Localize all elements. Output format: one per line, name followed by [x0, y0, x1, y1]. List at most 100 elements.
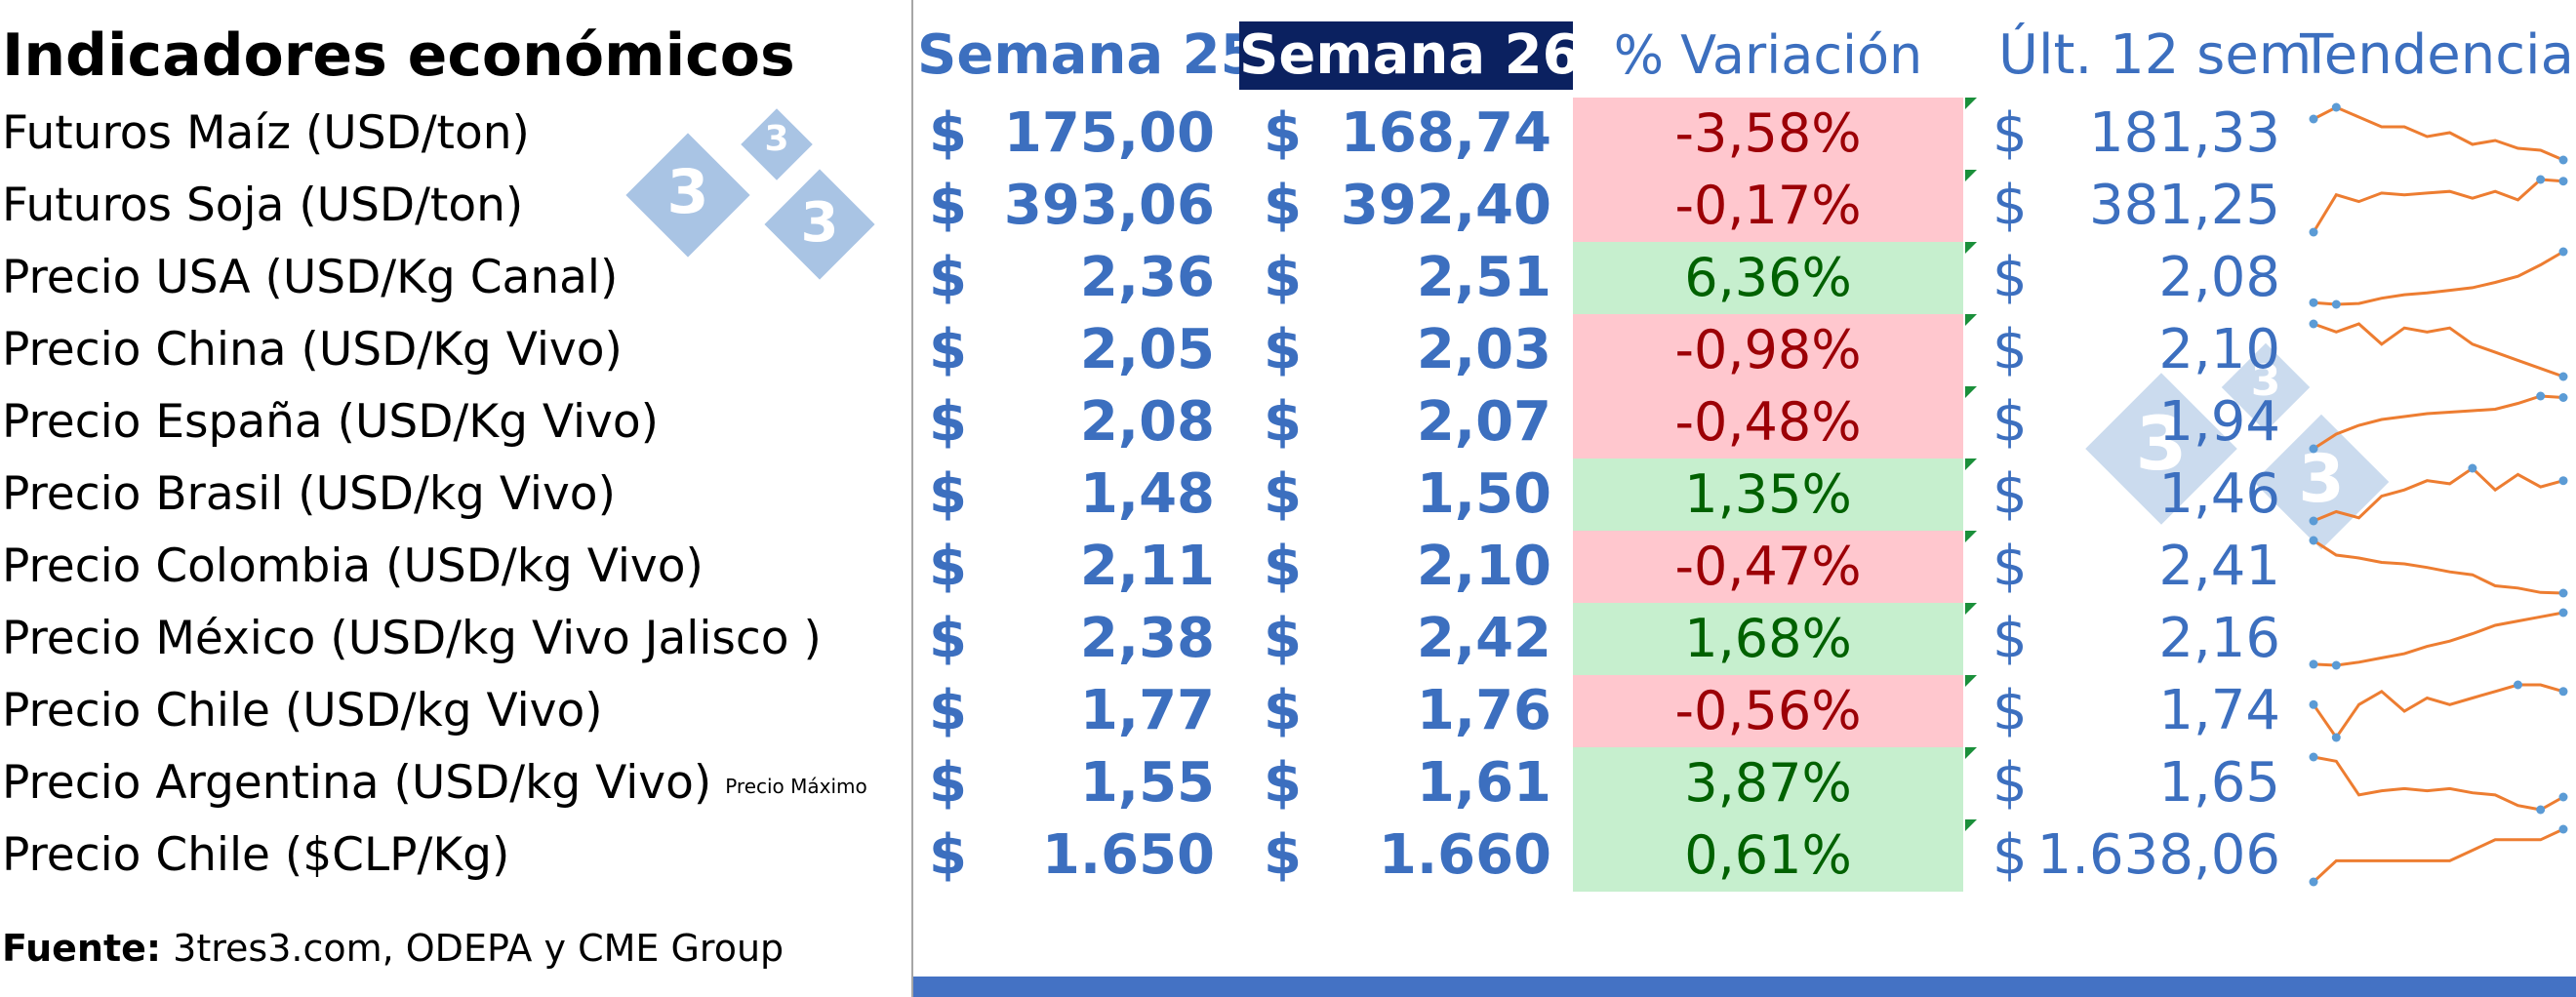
trend-marker: [2558, 792, 2568, 802]
trend-line: [2313, 466, 2564, 523]
indicator-label: Precio USA (USD/Kg Canal): [2, 242, 618, 314]
last-12-weeks-value: 1,46: [2158, 462, 2280, 526]
table-row: $1.650 $1.660 0,61% $1.638,06: [0, 819, 2576, 892]
last-12-weeks-value: 1,94: [2158, 390, 2280, 454]
trend-marker: [2558, 393, 2568, 402]
indicator-label-text: Precio Brasil (USD/kg Vivo): [2, 467, 616, 521]
comment-marker-icon: [1965, 98, 1977, 109]
currency-symbol: $: [1992, 390, 2028, 454]
week-25-value: 2,38: [1079, 607, 1215, 670]
last-12-weeks-value: 1.638,06: [2036, 823, 2280, 887]
week-25-value: 1,48: [1079, 462, 1215, 526]
source-label: Fuente:: [2, 927, 162, 970]
trend-sparkline: [2309, 247, 2568, 309]
currency-symbol: $: [929, 607, 967, 670]
indicator-label: Futuros Maíz (USD/ton): [2, 98, 530, 170]
trend-marker: [2558, 476, 2568, 486]
indicator-label-text: Precio México (USD/kg Vivo Jalisco ): [2, 612, 822, 665]
currency-symbol: $: [1992, 679, 2028, 742]
indicator-label-text: Precio España (USD/Kg Vivo): [2, 395, 659, 449]
currency-symbol: $: [929, 679, 967, 742]
variation-value: 0,61%: [1573, 819, 1963, 892]
comment-marker-icon: [1965, 242, 1977, 254]
indicator-label: Futuros Soja (USD/ton): [2, 170, 523, 242]
week-26-value: 2,07: [1416, 390, 1551, 454]
variation-value: 1,68%: [1573, 603, 1963, 675]
week-25-value: 175,00: [1003, 101, 1215, 165]
last-12-weeks-value: 2,10: [2158, 318, 2280, 381]
currency-symbol: $: [1264, 751, 1302, 815]
week-25-value: 1.650: [1041, 823, 1215, 887]
trend-marker: [2309, 227, 2318, 237]
currency-symbol: $: [1992, 535, 2028, 598]
table-row: $393,06 $392,40 -0,17% $381,25: [0, 170, 2576, 242]
indicator-note: Precio Máximo: [725, 774, 867, 798]
header-last-12-weeks: Últ. 12 sem: [1998, 23, 2313, 87]
comment-marker-icon: [1965, 386, 1977, 398]
indicator-label: Precio México (USD/kg Vivo Jalisco ): [2, 603, 822, 675]
trend-marker: [2558, 687, 2568, 697]
trend-sparkline: [2309, 391, 2568, 454]
indicator-label: Precio Chile (USD/kg Vivo): [2, 675, 603, 747]
trend-marker: [2558, 824, 2568, 834]
indicator-label-text: Precio China (USD/Kg Vivo): [2, 323, 623, 377]
last-12-weeks-value: 381,25: [2089, 174, 2280, 237]
week-26-value: 1.660: [1378, 823, 1551, 887]
trend-sparkline: [2309, 536, 2568, 598]
indicator-label-text: Futuros Soja (USD/ton): [2, 179, 524, 232]
trend-marker: [2536, 175, 2546, 184]
table-row: $2,11 $2,10 -0,47% $2,41: [0, 531, 2576, 603]
variation-value: -0,56%: [1573, 675, 1963, 747]
table-row: $175,00 $168,74 -3,58% $181,33: [0, 98, 2576, 170]
indicator-label: Precio Chile ($CLP/Kg): [2, 819, 509, 892]
last-12-weeks-value: 2,08: [2158, 246, 2280, 309]
currency-symbol: $: [1264, 174, 1302, 237]
indicator-label-text: Precio Colombia (USD/kg Vivo): [2, 539, 704, 593]
header-trend: Tendencia: [2300, 23, 2574, 87]
currency-symbol: $: [1264, 390, 1302, 454]
indicator-label: Precio Brasil (USD/kg Vivo): [2, 459, 616, 531]
trend-marker: [2514, 680, 2522, 690]
week-25-value: 2,05: [1079, 318, 1215, 381]
variation-value: -0,48%: [1573, 386, 1963, 459]
table-row: $1,77 $1,76 -0,56% $1,74: [0, 675, 2576, 747]
currency-symbol: $: [1264, 535, 1302, 598]
last-12-weeks-value: 1,74: [2158, 679, 2280, 742]
currency-symbol: $: [929, 318, 967, 381]
currency-symbol: $: [1992, 246, 2028, 309]
trend-line: [2313, 538, 2564, 595]
variation-value: -3,58%: [1573, 98, 1963, 170]
3tres3-logo-left: 3 3 3: [624, 108, 878, 280]
week-26-value: 2,51: [1416, 246, 1551, 309]
week-25-value: 2,11: [1079, 535, 1215, 598]
currency-symbol: $: [929, 246, 967, 309]
3tres3-logo-right: 3 3 3: [2085, 342, 2400, 550]
trend-sparkline: [2309, 824, 2568, 887]
comment-marker-icon: [1965, 531, 1977, 542]
currency-symbol: $: [1992, 751, 2028, 815]
week-26-value: 1,76: [1416, 679, 1551, 742]
currency-symbol: $: [1264, 246, 1302, 309]
trend-marker: [2331, 733, 2341, 742]
variation-value: -0,47%: [1573, 531, 1963, 603]
source-text: 3tres3.com, ODEPA y CME Group: [161, 927, 785, 970]
comment-marker-icon: [1965, 314, 1977, 326]
currency-symbol: $: [1992, 318, 2028, 381]
trend-marker: [2331, 299, 2341, 309]
trend-sparkline: [2309, 175, 2568, 237]
indicator-label: Precio Colombia (USD/kg Vivo): [2, 531, 704, 603]
trend-sparkline: [2309, 752, 2568, 815]
indicator-label-text: Precio Argentina (USD/kg Vivo): [2, 756, 712, 810]
currency-symbol: $: [1992, 101, 2028, 165]
variation-value: 1,35%: [1573, 459, 1963, 531]
comment-marker-icon: [1965, 675, 1977, 687]
week-26-value: 2,42: [1416, 607, 1551, 670]
currency-symbol: $: [929, 751, 967, 815]
trend-marker: [2558, 177, 2568, 186]
trend-line: [2313, 105, 2564, 162]
currency-symbol: $: [1992, 823, 2028, 887]
week-26-value: 2,10: [1416, 535, 1551, 598]
trend-line: [2313, 755, 2564, 812]
trend-line: [2313, 322, 2564, 379]
last-12-weeks-value: 1,65: [2158, 751, 2280, 815]
